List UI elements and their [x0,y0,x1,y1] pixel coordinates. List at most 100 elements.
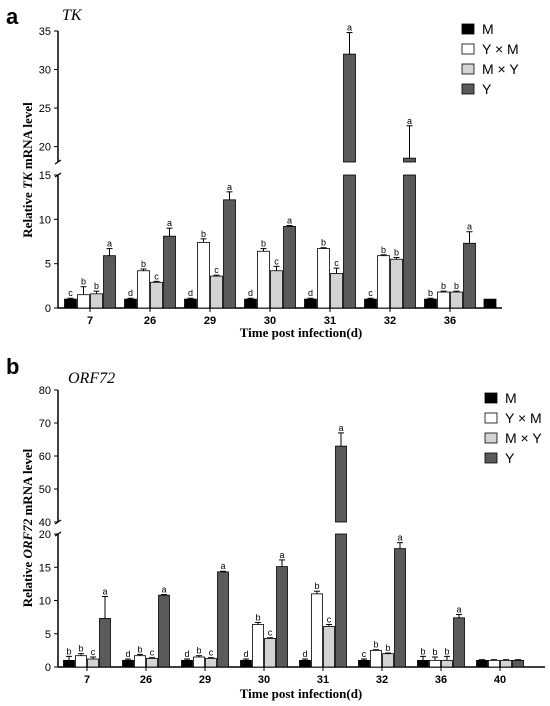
panel-a-bar [124,298,137,309]
panel-b-sig-letter: b [432,647,437,657]
panel-a-bar [330,273,343,309]
panel-b-x-tick-label: 26 [140,674,152,686]
panel-b-bar [429,659,441,668]
panel-b-sig-letter: b [314,581,319,591]
panel-b-bar [205,657,217,668]
panel-a-sig-letter: a [407,116,412,126]
panel-b-sig-letter: c [327,614,332,624]
panel-a-bar [283,226,296,309]
panel-b-sig-letter: d [302,649,307,659]
panel-b-bar [75,655,87,668]
panel-b-x-tick-label: 29 [199,674,211,686]
panel-b-legend-swatch [484,452,498,464]
panel-b-sig-letter: b [78,644,83,654]
panel-a-sig-letter: c [334,258,339,268]
panel-a-bar [77,294,90,309]
panel-b-sig-letter: c [209,648,214,658]
panel-b-bar [146,657,158,668]
panel-a-x-tick-label: 7 [87,315,93,327]
panel-b-sig-letter: b [66,646,71,656]
panel-b-sig-letter: d [125,649,130,659]
panel-b-sig-letter: b [373,640,378,650]
panel-b-sig-letter: b [255,612,260,622]
panel-b-bar [134,655,146,668]
panel-b-legend-label: Y × M [505,410,542,426]
panel-b-sig-letter: b [137,644,142,654]
panel-a-bar [64,298,77,309]
panel-b-y-tick-label: 40 [39,517,51,529]
panel-b-bar [252,624,264,668]
panel-a-bar [317,248,330,309]
panel-a-sig-letter: b [321,238,326,248]
panel-a-bar [463,242,476,309]
panel-a-legend-label: M [482,21,494,37]
panel-b-x-axis-label: Time post infection(d) [240,686,363,701]
panel-b-sig-letter: a [397,533,402,543]
panel-a-y-tick-label: 10 [39,214,51,226]
panel-a-y-tick-label: 20 [39,142,51,154]
panel-a-sig-letter: d [308,288,313,298]
panel-b-sig-letter: a [220,561,225,571]
panel-b-x-tick-label: 36 [435,674,447,686]
panel-b-sig-letter: a [102,587,107,597]
panel-a-sig-letter: a [167,218,172,228]
panel-a-sig-letter: b [261,239,266,249]
panel-a-legend-label: Y × M [482,41,519,57]
panel-b-bar [382,653,394,668]
panel-a-letter: a [6,4,19,29]
panel-b-bar [335,445,347,523]
panel-b-y-tick-label: 50 [39,484,51,496]
panel-a-sig-letter: b [394,247,399,257]
panel-a-sig-letter: a [347,23,352,33]
panel-a-legend-swatch [461,43,475,55]
panel-a-bar [424,298,437,309]
panel-b-gene-title: ORF72 [68,370,115,387]
panel-a-bar [103,255,116,309]
panel-a-sig-letter: a [287,216,292,226]
panel-a-sig-letter: a [467,222,472,232]
panel-b-bar [181,659,193,668]
panel-b-bar [217,571,229,668]
panel-a-sig-letter: c [274,256,279,266]
panel-a-sig-letter: c [368,288,373,298]
panel-a-bar [197,241,210,309]
panel-a-bar [437,291,450,309]
panel-a-legend-label: M × Y [482,61,519,77]
panel-a-sig-letter: b [94,281,99,291]
panel-a-sig-letter: b [81,277,86,287]
panel-a-bar [184,298,197,309]
panel-a-gene-title: TK [62,7,83,24]
panel-a-axis-break-mark [54,159,62,165]
panel-a-bar [403,174,416,309]
panel-b-legend-swatch [484,412,498,424]
panel-a-x-tick-label: 32 [384,315,396,327]
panel-a-y-tick-label: 25 [39,103,51,115]
panel-b-sig-letter: a [161,585,166,595]
panel-b-sig-letter: a [338,423,343,433]
panel-a-sig-letter: b [381,245,386,255]
panel-a-y-tick-label: 35 [39,26,51,38]
panel-b-sig-letter: b [444,646,449,656]
panel-b-sig-letter: d [243,649,248,659]
panel-a-x-axis-label: Time post infection(d) [240,325,363,340]
panel-a-bar [343,53,356,163]
panel-a-sig-letter: d [128,288,133,298]
panel-a-sig-letter: a [227,182,232,192]
panel-a-y-tick-label: 15 [39,170,51,182]
panel-a-bar [403,157,416,163]
panel-b-sig-letter: d [184,649,189,659]
panel-b-sig-letter: a [456,604,461,614]
panel-a-bar [390,258,403,309]
panel-a-bar [137,270,150,309]
panel-a-bar [483,298,497,309]
panel-b-y-tick-label: 60 [39,451,51,463]
panel-a-sig-letter: d [188,288,193,298]
panel-a-sig-letter: d [248,288,253,298]
panel-a-bar [450,291,463,309]
panel-a-y-tick-label: 30 [39,65,51,77]
panel-b-bar [276,566,288,668]
panel-a-y-tick-label: 5 [45,259,51,271]
panel-b-sig-letter: c [268,628,273,638]
panel-b-letter: b [6,354,19,379]
panel-b-legend-swatch [484,432,498,444]
